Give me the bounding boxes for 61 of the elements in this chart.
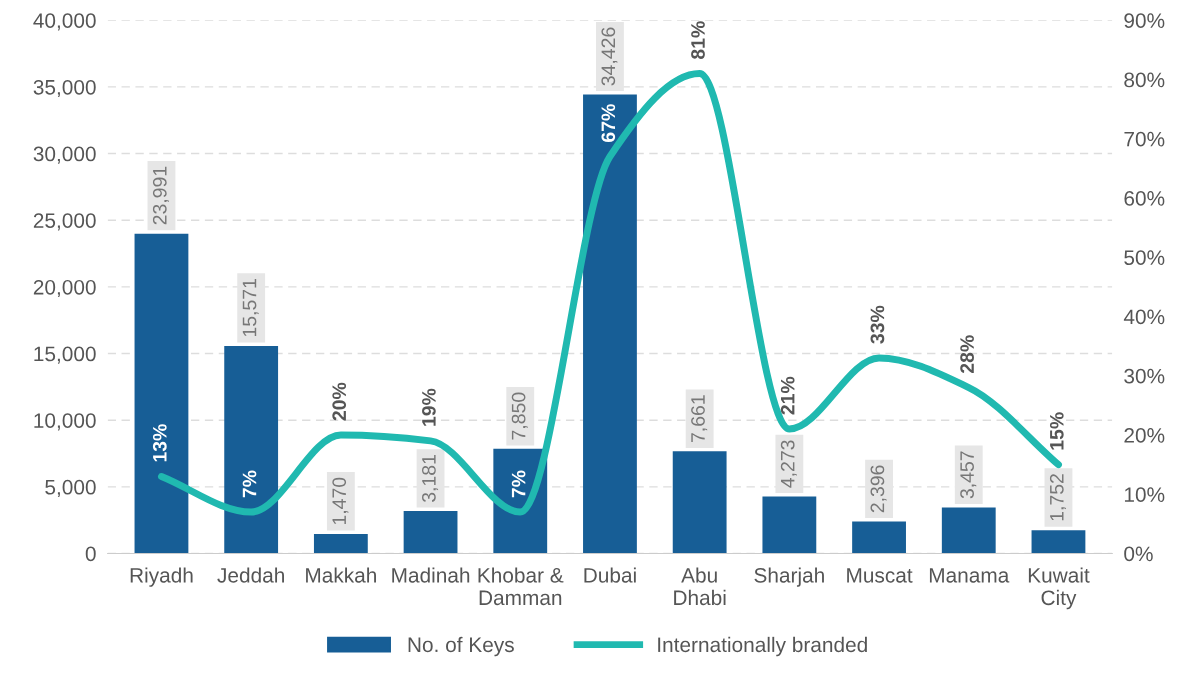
data-label: 21% (780, 376, 795, 415)
data-label: 3,181 (422, 455, 439, 503)
bar (403, 511, 458, 554)
x-tick-label: Riyadh (130, 567, 193, 587)
data-label: 1,470 (332, 477, 349, 525)
y2-tick-label: 60% (1124, 191, 1165, 206)
bar (941, 507, 996, 554)
y-tick-label: 20,000 (33, 279, 96, 298)
data-label: 81% (691, 21, 705, 60)
x-tick-label: Jeddah (217, 567, 284, 583)
x-tick-label: Muscat (847, 568, 913, 583)
x-tick-label: Makkah (306, 567, 376, 583)
y2-tick-label: 40% (1123, 309, 1165, 325)
y2-tick-label: 0% (1124, 546, 1153, 562)
data-label: 2,396 (870, 465, 887, 513)
data-label: 23,991 (152, 166, 169, 225)
data-label: 7,661 (691, 395, 708, 443)
data-label: 7% (242, 470, 257, 498)
x-tick-label: Kuwait City (1028, 567, 1090, 610)
y-tick-label: 30,000 (33, 146, 96, 164)
y-tick-label: 25,000 (33, 213, 96, 231)
legend-label: Internationally branded (658, 636, 867, 657)
y-tick-label: 5,000 (45, 479, 96, 498)
data-label: 67% (601, 104, 616, 142)
y2-tick-label: 90% (1124, 13, 1165, 28)
y-tick-label: 35,000 (33, 79, 96, 98)
data-label: 15% (1049, 412, 1064, 450)
y2-tick-label: 30% (1124, 368, 1165, 384)
x-tick-label: Khobar & Damman (478, 567, 564, 606)
bar (852, 521, 906, 554)
y2-tick-label: 10% (1124, 487, 1165, 502)
x-tick-label: Dubai (584, 567, 636, 583)
x-tick-label: Madinah (392, 567, 470, 583)
x-tick-label: Manama (929, 568, 1010, 583)
data-label: 1,752 (1049, 474, 1066, 521)
y2-tick-label: 20% (1124, 428, 1165, 443)
y-tick-label: 10,000 (34, 413, 96, 431)
data-label: 34,426 (601, 27, 618, 86)
y2-tick-label: 80% (1124, 72, 1165, 88)
y-tick-label: 40,000 (33, 13, 96, 31)
legend-label: No. of Keys (408, 636, 514, 657)
data-label: 4,273 (780, 440, 797, 488)
data-label: 3,457 (960, 451, 977, 499)
y-tick-label: 15,000 (34, 346, 96, 364)
x-tick-label: Abu Dhabi (674, 567, 726, 606)
y2-tick-label: 70% (1124, 131, 1165, 147)
data-label: 33% (870, 305, 885, 344)
x-tick-label: Sharjah (754, 567, 824, 587)
bar (583, 94, 637, 554)
bar (762, 496, 817, 554)
y-tick-label: 0 (85, 546, 96, 562)
data-label: 19% (422, 388, 436, 426)
data-label: 15,571 (242, 279, 259, 337)
bar (672, 451, 727, 554)
data-label: 20% (332, 382, 347, 421)
y2-tick-label: 50% (1124, 250, 1165, 265)
data-label: 28% (960, 335, 974, 374)
data-label: 7,850 (511, 392, 528, 440)
data-label: 13% (152, 424, 167, 462)
bar (1031, 530, 1086, 554)
data-label: 7% (511, 470, 526, 498)
